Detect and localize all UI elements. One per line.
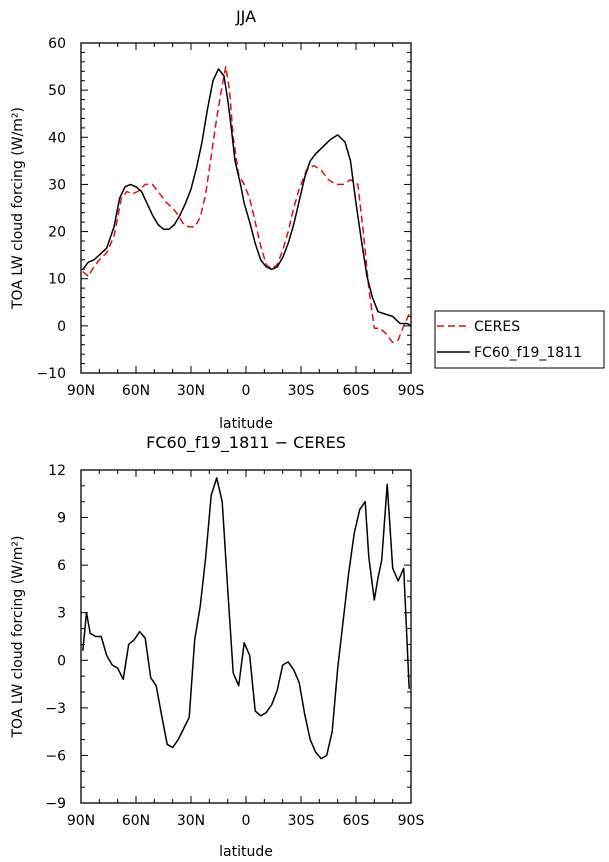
x-tick-label: 60S	[343, 383, 370, 399]
legend-entry-fc60: FC60_f19_1811	[474, 345, 582, 361]
x-axis-label: latitude	[219, 844, 273, 860]
y-tick-label: 6	[57, 558, 66, 574]
legend-box	[434, 310, 605, 369]
y-tick-label: 60	[48, 36, 66, 52]
y-tick-label: 12	[48, 463, 66, 479]
x-tick-label: 90N	[67, 383, 95, 399]
x-tick-label: 90S	[398, 813, 425, 829]
y-axis-label: TOA LW cloud forcing (W/m²)	[10, 536, 26, 739]
y-tick-label: 0	[57, 319, 66, 335]
y-tick-label: 20	[48, 225, 66, 241]
x-tick-label: 30S	[288, 813, 315, 829]
x-tick-label: 30N	[177, 383, 205, 399]
legend-entry-ceres: CERES	[474, 319, 520, 335]
y-tick-label: 50	[48, 83, 66, 99]
x-tick-label: 90N	[67, 813, 95, 829]
plot-frame	[80, 469, 412, 804]
x-tick-label: 30S	[288, 383, 315, 399]
legend: CERES FC60_f19_1811	[434, 310, 605, 369]
x-tick-label: 0	[242, 813, 251, 829]
y-tick-label: 3	[57, 606, 66, 622]
x-tick-label: 60S	[343, 813, 370, 829]
series-line-fc60-f19-1811	[82, 68, 412, 327]
x-tick-label: 60N	[122, 383, 150, 399]
y-tick-label: 30	[48, 177, 66, 193]
series-line-difference	[82, 477, 410, 760]
y-tick-label: −9	[45, 796, 66, 812]
y-tick-label: −6	[45, 748, 66, 764]
chart-title: FC60_f19_1811 − CERES	[146, 433, 346, 453]
y-tick-label: 0	[57, 653, 66, 669]
y-tick-label: −10	[36, 366, 66, 382]
y-tick-label: 10	[48, 272, 66, 288]
y-tick-label: 40	[48, 130, 66, 146]
x-tick-label: 60N	[122, 813, 150, 829]
bottom-panel: FC60_f19_1811 − CERES latitude TOA LW cl…	[10, 433, 424, 860]
y-axis-label: TOA LW cloud forcing (W/m²)	[10, 107, 26, 310]
x-tick-label: 90S	[398, 383, 425, 399]
y-tick-label: 9	[57, 511, 66, 527]
x-tick-label: 30N	[177, 813, 205, 829]
top-panel: JJA latitude TOA LW cloud forcing (W/m²)…	[10, 7, 424, 432]
x-tick-label: 0	[242, 383, 251, 399]
series-line-ceres	[82, 65, 410, 344]
x-axis-label: latitude	[219, 416, 273, 432]
y-tick-label: −3	[45, 701, 66, 717]
chart-title: JJA	[235, 7, 256, 26]
